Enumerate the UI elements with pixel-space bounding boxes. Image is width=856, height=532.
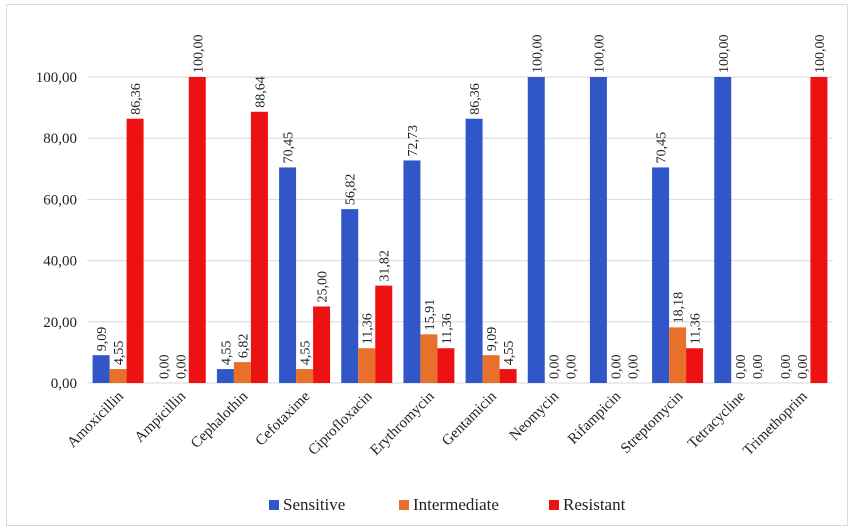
data-label: 0,00 (609, 355, 624, 380)
data-label: 100,00 (191, 35, 206, 74)
data-label: 0,00 (564, 355, 579, 380)
bar-intermediate (358, 348, 376, 383)
data-label: 4,55 (112, 341, 127, 366)
data-label: 100,00 (592, 35, 607, 74)
category-label: Ampicillin (132, 388, 190, 446)
category-label: Neomycin (507, 388, 563, 444)
y-tick-label: 100,00 (36, 70, 77, 86)
bar-sensitive (527, 77, 545, 383)
category-label: Trimethoprim (740, 388, 811, 459)
category-labels: Amoxicillin Ampicillin Cephalothin Cefotaxi… (64, 388, 811, 459)
data-label: 72,73 (406, 125, 421, 157)
data-label: 0,00 (157, 355, 172, 380)
bar-intermediate (420, 334, 438, 383)
category-label: Cephalothin (188, 388, 252, 452)
bar-intermediate (296, 369, 314, 383)
data-label: 0,00 (796, 355, 811, 380)
data-label: 9,09 (95, 327, 110, 352)
data-label: 86,36 (129, 83, 144, 115)
data-label: 11,36 (689, 313, 704, 344)
category-label: Erythromycin (368, 388, 439, 459)
category-label: Gentamicin (439, 388, 500, 449)
data-label: 4,55 (502, 341, 517, 366)
bar-sensitive (465, 118, 483, 383)
category-label: Cefotaxime (253, 388, 314, 449)
category-label: Amoxicillin (64, 388, 127, 451)
data-label: 4,55 (219, 341, 234, 366)
legend-label: Resistant (563, 495, 626, 514)
bars (92, 77, 828, 383)
data-label: 0,00 (626, 355, 641, 380)
bar-sensitive (92, 355, 110, 383)
data-label: 18,18 (672, 292, 687, 324)
data-label: 70,45 (282, 132, 297, 164)
data-label: 0,00 (779, 355, 794, 380)
bar-resistant (250, 111, 268, 383)
bar-resistant (375, 285, 393, 383)
bar-resistant (810, 77, 828, 383)
data-label: 0,00 (547, 355, 562, 380)
data-label: 100,00 (530, 35, 545, 74)
bar-sensitive (279, 167, 297, 383)
category-label: Rifampicin (565, 388, 624, 447)
category-label: Tetracycline (685, 388, 749, 452)
data-label: 4,55 (299, 341, 314, 366)
bar-resistant (313, 306, 331, 383)
data-label: 11,36 (440, 313, 455, 344)
bar-sensitive (341, 209, 359, 383)
data-label: 100,00 (813, 35, 828, 74)
y-tick-label: 20,00 (43, 315, 77, 331)
y-axis-ticks: 0,00 20,00 40,00 60,00 80,00 100,00 (36, 70, 77, 392)
bar-resistant (188, 77, 206, 383)
bar-resistant (437, 348, 455, 383)
legend-label: Sensitive (283, 495, 345, 514)
data-label: 0,00 (751, 355, 766, 380)
data-label: 15,91 (423, 299, 438, 331)
y-tick-label: 60,00 (43, 192, 77, 208)
y-tick-label: 0,00 (51, 376, 77, 392)
category-label: Streptomycin (618, 388, 687, 457)
bar-resistant (686, 348, 704, 383)
bar-resistant (126, 118, 144, 383)
bar-sensitive (714, 77, 732, 383)
data-label: 0,00 (174, 355, 189, 380)
legend-swatch-resistant (549, 500, 559, 510)
chart-frame: 0,00 20,00 40,00 60,00 80,00 100,00 9,09 4,55 8… (6, 4, 848, 526)
data-label: 100,00 (717, 35, 732, 74)
data-label: 56,82 (344, 174, 359, 206)
gridlines (87, 76, 833, 384)
bar-intermediate (669, 327, 687, 383)
legend-swatch-intermediate (399, 500, 409, 510)
data-label: 88,64 (253, 76, 268, 108)
legend-swatch-sensitive (269, 500, 279, 510)
bar-sensitive (216, 369, 234, 383)
bar-sensitive (589, 77, 607, 383)
data-label: 0,00 (734, 355, 749, 380)
legend: Sensitive Intermediate Resistant (269, 495, 626, 514)
bar-intermediate (482, 355, 500, 383)
data-label: 9,09 (485, 327, 500, 352)
legend-label: Intermediate (413, 495, 499, 514)
category-label: Ciprofloxacin (305, 388, 376, 459)
data-label: 11,36 (361, 313, 376, 344)
y-tick-label: 80,00 (43, 131, 77, 147)
data-label: 31,82 (378, 250, 393, 282)
data-label: 25,00 (316, 271, 331, 303)
bar-intermediate (109, 369, 127, 383)
data-label: 86,36 (468, 83, 483, 115)
data-label: 6,82 (236, 334, 251, 359)
bar-resistant (499, 369, 517, 383)
data-label: 70,45 (655, 132, 670, 164)
bar-sensitive (403, 160, 421, 383)
bar-intermediate (233, 362, 251, 383)
y-tick-label: 40,00 (43, 254, 77, 270)
bar-sensitive (652, 167, 670, 383)
